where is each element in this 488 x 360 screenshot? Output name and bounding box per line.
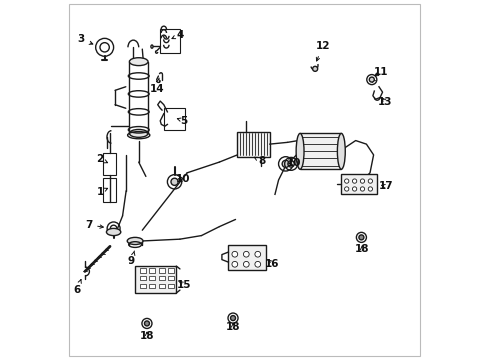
- Text: 11: 11: [373, 67, 387, 77]
- Bar: [168, 284, 174, 288]
- Circle shape: [282, 160, 289, 167]
- Bar: [159, 268, 164, 273]
- Text: 5: 5: [177, 116, 187, 126]
- Circle shape: [144, 321, 149, 326]
- Text: 14: 14: [149, 78, 163, 94]
- Text: 18: 18: [225, 322, 240, 332]
- Bar: [102, 178, 116, 202]
- Text: 15: 15: [177, 280, 191, 290]
- Text: 7: 7: [84, 220, 103, 230]
- Bar: [228, 244, 265, 270]
- Ellipse shape: [129, 58, 148, 66]
- Circle shape: [367, 179, 372, 183]
- Circle shape: [243, 251, 249, 257]
- Bar: [341, 174, 376, 194]
- Circle shape: [254, 261, 260, 267]
- Text: 4: 4: [172, 30, 183, 40]
- Bar: [163, 108, 185, 130]
- Text: 6: 6: [73, 280, 81, 296]
- Bar: [149, 284, 155, 288]
- Bar: [140, 268, 145, 273]
- Bar: [149, 276, 155, 280]
- Circle shape: [368, 77, 373, 82]
- Circle shape: [287, 161, 294, 167]
- Bar: [160, 30, 180, 53]
- Ellipse shape: [106, 228, 121, 235]
- Bar: [300, 134, 341, 169]
- Circle shape: [352, 187, 356, 191]
- Circle shape: [230, 316, 235, 320]
- Bar: [149, 268, 155, 273]
- Circle shape: [243, 261, 249, 267]
- Circle shape: [356, 232, 366, 242]
- Text: 17: 17: [378, 181, 393, 192]
- Bar: [140, 284, 145, 288]
- Text: 13: 13: [377, 97, 391, 107]
- Bar: [159, 284, 164, 288]
- Bar: [168, 268, 174, 273]
- Circle shape: [231, 261, 237, 267]
- Bar: [168, 276, 174, 280]
- Text: 8: 8: [254, 156, 265, 166]
- Bar: [159, 276, 164, 280]
- Ellipse shape: [337, 134, 345, 169]
- Circle shape: [358, 235, 363, 240]
- Circle shape: [231, 251, 237, 257]
- Text: 10: 10: [286, 158, 301, 168]
- Circle shape: [254, 251, 260, 257]
- Circle shape: [360, 179, 364, 183]
- Text: 18: 18: [140, 331, 154, 341]
- Ellipse shape: [129, 130, 148, 137]
- Circle shape: [352, 179, 356, 183]
- Circle shape: [367, 187, 372, 191]
- Bar: [135, 266, 176, 293]
- Circle shape: [171, 178, 178, 185]
- Circle shape: [142, 319, 152, 328]
- Bar: [102, 153, 116, 175]
- Bar: [140, 276, 145, 280]
- Text: 12: 12: [315, 41, 329, 61]
- Bar: [237, 132, 269, 157]
- Circle shape: [227, 313, 238, 323]
- Ellipse shape: [296, 134, 304, 169]
- Circle shape: [312, 66, 317, 71]
- Text: 9: 9: [128, 251, 135, 266]
- Circle shape: [344, 187, 348, 191]
- Text: 10: 10: [176, 174, 190, 184]
- Circle shape: [360, 187, 364, 191]
- Text: 16: 16: [264, 259, 279, 269]
- Text: 3: 3: [78, 35, 93, 44]
- Circle shape: [344, 179, 348, 183]
- Text: 1: 1: [96, 187, 107, 197]
- Ellipse shape: [127, 237, 142, 244]
- Text: 18: 18: [354, 244, 368, 254]
- Text: 2: 2: [96, 154, 107, 164]
